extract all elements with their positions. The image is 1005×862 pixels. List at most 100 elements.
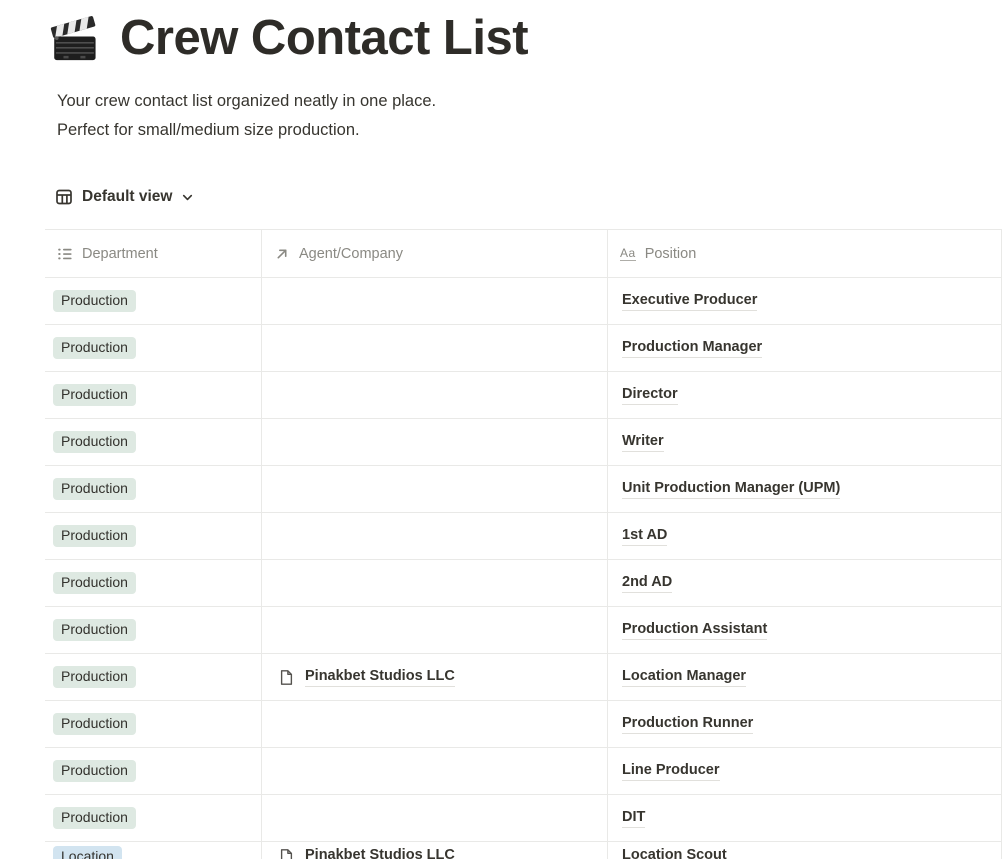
table-row: Production Production Runner: [45, 701, 1002, 748]
department-tag[interactable]: Production: [53, 713, 136, 735]
agent-cell[interactable]: [262, 560, 608, 607]
agent-cell[interactable]: [262, 701, 608, 748]
department-cell[interactable]: Production: [45, 419, 262, 466]
position-cell[interactable]: Location Scout: [608, 842, 1002, 859]
department-tag[interactable]: Production: [53, 619, 136, 641]
position-link[interactable]: Director: [622, 385, 678, 405]
chevron-down-icon: [183, 194, 193, 200]
description-line: Perfect for small/medium size production…: [57, 121, 360, 139]
agent-cell[interactable]: [262, 795, 608, 842]
column-header-label: Agent/Company: [299, 245, 403, 262]
department-tag[interactable]: Production: [53, 807, 136, 829]
department-tag[interactable]: Production: [53, 384, 136, 406]
position-link[interactable]: Production Runner: [622, 714, 754, 734]
position-link[interactable]: 1st AD: [622, 526, 668, 546]
position-cell[interactable]: Unit Production Manager (UPM): [608, 466, 1002, 513]
column-header-agent[interactable]: Agent/Company: [262, 230, 608, 278]
department-cell[interactable]: Location: [45, 842, 262, 859]
department-tag[interactable]: Production: [53, 666, 136, 688]
table-row: Production 1st AD: [45, 513, 1002, 560]
table-row: Production 2nd AD: [45, 560, 1002, 607]
position-cell[interactable]: Line Producer: [608, 748, 1002, 795]
document-icon: [280, 848, 293, 859]
department-tag[interactable]: Production: [53, 431, 136, 453]
position-cell[interactable]: Location Manager: [608, 654, 1002, 701]
agent-cell[interactable]: [262, 607, 608, 654]
page-description[interactable]: Your crew contact list organized neatly …: [57, 87, 1005, 145]
position-link[interactable]: Line Producer: [622, 761, 720, 781]
arrow-up-right-icon: [277, 249, 287, 258]
table-row: Production Production Manager: [45, 325, 1002, 372]
position-cell[interactable]: Executive Producer: [608, 278, 1002, 325]
department-tag[interactable]: Production: [53, 337, 136, 359]
agent-page-link[interactable]: Pinakbet Studios LLC: [278, 667, 455, 687]
table-row: Production Executive Producer: [45, 278, 1002, 325]
agent-cell[interactable]: [262, 466, 608, 513]
table-row: Production Director: [45, 372, 1002, 419]
data-table: Department Agent/Company Aa Position Pro…: [45, 229, 1002, 859]
table-grid-icon: [56, 189, 72, 205]
department-cell[interactable]: Production: [45, 795, 262, 842]
agent-cell[interactable]: [262, 513, 608, 560]
position-link[interactable]: 2nd AD: [622, 573, 673, 593]
title-aa-icon: Aa: [620, 245, 636, 261]
position-link[interactable]: Writer: [622, 432, 664, 452]
department-tag[interactable]: Production: [53, 525, 136, 547]
department-tag[interactable]: Production: [53, 572, 136, 594]
position-link[interactable]: Production Assistant: [622, 620, 768, 640]
department-tag[interactable]: Production: [53, 290, 136, 312]
position-link[interactable]: DIT: [622, 808, 646, 828]
position-cell[interactable]: Writer: [608, 419, 1002, 466]
agent-label: Pinakbet Studios LLC: [305, 846, 455, 859]
department-cell[interactable]: Production: [45, 278, 262, 325]
department-cell[interactable]: Production: [45, 654, 262, 701]
department-cell[interactable]: Production: [45, 560, 262, 607]
position-cell[interactable]: Production Manager: [608, 325, 1002, 372]
table-row: Production Production Assistant: [45, 607, 1002, 654]
view-selector[interactable]: Default view: [55, 188, 194, 206]
column-header-position[interactable]: Aa Position: [608, 230, 1002, 278]
department-cell[interactable]: Production: [45, 372, 262, 419]
agent-label: Pinakbet Studios LLC: [305, 667, 455, 687]
position-link[interactable]: Executive Producer: [622, 291, 758, 311]
agent-cell[interactable]: Pinakbet Studios LLC: [262, 842, 608, 859]
agent-cell[interactable]: [262, 325, 608, 372]
agent-cell[interactable]: [262, 278, 608, 325]
agent-page-link[interactable]: Pinakbet Studios LLC: [278, 846, 455, 859]
position-cell[interactable]: Director: [608, 372, 1002, 419]
position-cell[interactable]: Production Assistant: [608, 607, 1002, 654]
department-tag[interactable]: Production: [53, 478, 136, 500]
position-link[interactable]: Unit Production Manager (UPM): [622, 479, 841, 499]
position-cell[interactable]: 2nd AD: [608, 560, 1002, 607]
position-cell[interactable]: Production Runner: [608, 701, 1002, 748]
position-cell[interactable]: DIT: [608, 795, 1002, 842]
agent-cell[interactable]: [262, 419, 608, 466]
table-row: Production DIT: [45, 795, 1002, 842]
department-cell[interactable]: Production: [45, 466, 262, 513]
column-header-label: Department: [82, 245, 158, 262]
agent-cell[interactable]: [262, 748, 608, 795]
page-header: Crew Contact List: [0, 0, 1005, 66]
department-tag[interactable]: Location: [53, 846, 122, 859]
description-line: Your crew contact list organized neatly …: [57, 92, 437, 110]
agent-cell[interactable]: Pinakbet Studios LLC: [262, 654, 608, 701]
column-header-label: Position: [644, 245, 697, 262]
position-link[interactable]: Production Manager: [622, 338, 763, 358]
column-header-department[interactable]: Department: [45, 230, 262, 278]
department-cell[interactable]: Production: [45, 607, 262, 654]
department-cell[interactable]: Production: [45, 513, 262, 560]
department-cell[interactable]: Production: [45, 325, 262, 372]
table-row: Production Line Producer: [45, 748, 1002, 795]
position-link[interactable]: Location Manager: [622, 667, 747, 687]
position-link[interactable]: Location Scout: [622, 846, 727, 859]
agent-cell[interactable]: [262, 372, 608, 419]
page-title[interactable]: Crew Contact List: [120, 11, 529, 66]
position-cell[interactable]: 1st AD: [608, 513, 1002, 560]
bulleted-list-icon: [58, 248, 72, 259]
table-row: Production Pinakbet Studios LLC Location…: [45, 654, 1002, 701]
table-body: Production Executive Producer Production: [45, 278, 1002, 859]
table-header-row: Department Agent/Company Aa Position: [45, 230, 1002, 278]
department-cell[interactable]: Production: [45, 748, 262, 795]
department-cell[interactable]: Production: [45, 701, 262, 748]
department-tag[interactable]: Production: [53, 760, 136, 782]
